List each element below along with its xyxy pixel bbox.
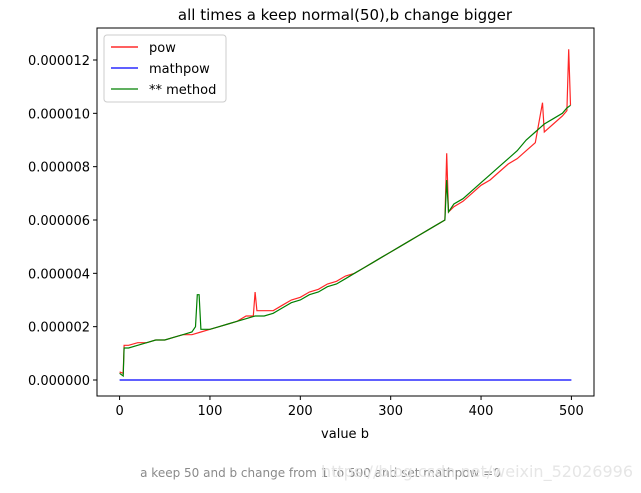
legend-label: pow: [149, 41, 176, 56]
y-tick-label: 0.000000: [28, 374, 90, 389]
y-tick-label: 0.000008: [28, 161, 90, 176]
x-tick-label: 400: [469, 404, 494, 419]
x-tick-label: 200: [288, 404, 313, 419]
x-tick-label: 100: [198, 404, 223, 419]
watermark: https://blog.csdn.net/weixin_52026996: [320, 462, 633, 481]
x-tick-label: 300: [378, 404, 403, 419]
series-line-method: [119, 104, 571, 378]
y-tick-label: 0.000006: [28, 214, 90, 229]
y-tick-label: 0.000004: [28, 267, 90, 282]
y-axis: 0.000000 0.000002 0.000004 0.000006 0.000008…: [28, 54, 97, 389]
legend-label: mathpow: [149, 62, 210, 77]
x-tick-label: 500: [559, 404, 584, 419]
x-tick-label: 0: [115, 404, 123, 419]
legend-label: ** method: [149, 83, 216, 98]
legend: pow mathpow ** method: [103, 34, 227, 103]
legend-frame: [103, 34, 227, 103]
figure-caption: a keep 50 and b change from 1 to 500 and…: [140, 466, 501, 480]
chart-title: all times a keep normal(50),b change big…: [178, 6, 513, 24]
y-tick-label: 0.000010: [28, 107, 90, 122]
plot-lines: [119, 49, 572, 381]
y-tick-label: 0.000012: [28, 54, 90, 69]
y-tick-label: 0.000002: [28, 321, 90, 336]
plot-frame: [96, 27, 595, 397]
x-axis-label: value b: [321, 427, 369, 442]
x-axis: 0 100 200 300 400 500: [115, 396, 584, 419]
